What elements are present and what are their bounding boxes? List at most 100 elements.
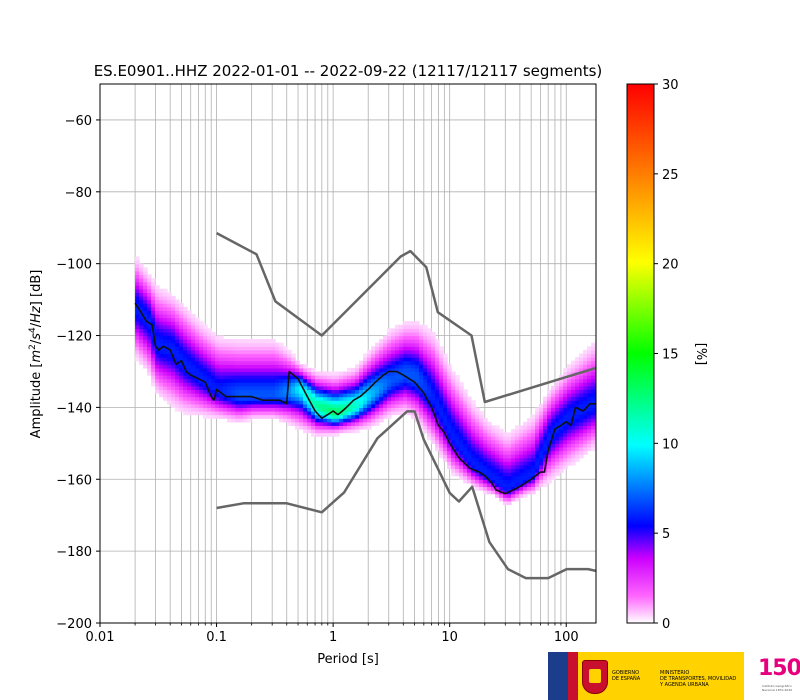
heatmap-cell bbox=[279, 407, 284, 412]
heatmap-cell bbox=[515, 446, 520, 452]
heatmap-cell bbox=[135, 331, 140, 337]
heatmap-cell bbox=[415, 328, 420, 333]
heatmap-cell bbox=[187, 342, 192, 347]
heatmap-cell bbox=[403, 378, 408, 383]
heatmap-cell bbox=[563, 461, 568, 466]
heatmap-cell bbox=[179, 403, 184, 408]
heatmap-cell bbox=[399, 367, 404, 373]
heatmap-cell bbox=[239, 382, 244, 387]
heatmap-cell bbox=[275, 360, 280, 365]
heatmap-cell bbox=[251, 367, 256, 373]
heatmap-cell bbox=[555, 443, 560, 448]
heatmap-cell bbox=[275, 382, 280, 387]
heatmap-cell bbox=[347, 371, 352, 376]
heatmap-cell bbox=[447, 382, 452, 387]
heatmap-cell bbox=[263, 385, 268, 391]
heatmap-cell bbox=[447, 364, 452, 369]
heatmap-cell bbox=[363, 396, 368, 401]
heatmap-cell bbox=[135, 353, 140, 358]
heatmap-cell bbox=[263, 353, 268, 358]
heatmap-cell bbox=[267, 346, 272, 351]
heatmap-cell bbox=[559, 410, 564, 416]
heatmap-cell bbox=[443, 450, 448, 455]
heatmap-cell bbox=[255, 400, 260, 405]
heatmap-cell bbox=[395, 353, 400, 358]
heatmap-cell bbox=[315, 393, 320, 398]
heatmap-cell bbox=[483, 475, 488, 480]
heatmap-cell bbox=[375, 342, 380, 347]
heatmap-cell bbox=[471, 472, 476, 477]
heatmap-cell bbox=[591, 428, 596, 434]
heatmap-cell bbox=[179, 360, 184, 365]
heatmap-cell bbox=[583, 439, 588, 444]
y-axis-label: Amplitude [m2/s4/Hz] [dB] bbox=[28, 270, 44, 439]
heatmap-cell bbox=[267, 367, 272, 373]
heatmap-cell bbox=[387, 328, 392, 333]
heatmap-cell bbox=[411, 339, 416, 344]
heatmap-cell bbox=[175, 346, 180, 351]
heatmap-cell bbox=[431, 421, 436, 426]
heatmap-cell bbox=[367, 410, 372, 416]
heatmap-cell bbox=[279, 346, 284, 351]
heatmap-cell bbox=[555, 457, 560, 462]
heatmap-cell bbox=[535, 425, 540, 430]
heatmap-cell bbox=[499, 497, 504, 502]
heatmap-cell bbox=[195, 378, 200, 383]
heatmap-cell bbox=[375, 421, 380, 426]
heatmap-cell bbox=[359, 418, 364, 423]
heatmap-cell bbox=[323, 407, 328, 412]
heatmap-cell bbox=[151, 324, 156, 329]
heatmap-cell bbox=[343, 400, 348, 405]
heatmap-cell bbox=[303, 396, 308, 401]
heatmap-cell bbox=[591, 349, 596, 355]
heatmap-cell bbox=[251, 371, 256, 376]
heatmap-cell bbox=[187, 382, 192, 387]
heatmap-cell bbox=[307, 367, 312, 373]
heatmap-cell bbox=[575, 428, 580, 434]
heatmap-cell bbox=[303, 425, 308, 430]
heatmap-cell bbox=[187, 321, 192, 326]
heatmap-cell bbox=[571, 407, 576, 412]
heatmap-cell bbox=[395, 342, 400, 347]
heatmap-cell bbox=[287, 396, 292, 401]
heatmap-cell bbox=[211, 382, 216, 387]
heatmap-cell bbox=[251, 393, 256, 398]
heatmap-cell bbox=[427, 385, 432, 391]
heatmap-cell bbox=[463, 472, 468, 477]
heatmap-cell bbox=[335, 400, 340, 405]
heatmap-cell bbox=[511, 439, 516, 444]
heatmap-cell bbox=[467, 432, 472, 437]
heatmap-cell bbox=[359, 367, 364, 373]
heatmap-cell bbox=[279, 378, 284, 383]
heatmap-cell bbox=[471, 428, 476, 434]
heatmap-cell bbox=[159, 342, 164, 347]
heatmap-cell bbox=[199, 389, 204, 394]
heatmap-cell bbox=[243, 353, 248, 358]
heatmap-cell bbox=[507, 482, 512, 488]
heatmap-cell bbox=[155, 310, 160, 315]
heatmap-cell bbox=[483, 490, 488, 495]
heatmap-cell bbox=[367, 364, 372, 369]
heatmap-cell bbox=[371, 364, 376, 369]
heatmap-cell bbox=[335, 418, 340, 423]
heatmap-cell bbox=[371, 407, 376, 412]
heatmap-cell bbox=[451, 403, 456, 408]
heatmap-cell bbox=[143, 310, 148, 315]
heatmap-cell bbox=[267, 357, 272, 362]
heatmap-cell bbox=[467, 436, 472, 441]
heatmap-cell bbox=[567, 378, 572, 383]
heatmap-cell bbox=[179, 378, 184, 383]
heatmap-cell bbox=[159, 321, 164, 326]
heatmap-cell bbox=[575, 364, 580, 369]
heatmap-cell bbox=[391, 342, 396, 347]
heatmap-cell bbox=[263, 400, 268, 405]
heatmap-cell bbox=[431, 349, 436, 355]
heatmap-cell bbox=[491, 461, 496, 466]
heatmap-cell bbox=[543, 443, 548, 448]
heatmap-cell bbox=[267, 407, 272, 412]
heatmap-cell bbox=[323, 382, 328, 387]
heatmap-cell bbox=[215, 357, 220, 362]
heatmap-cell bbox=[267, 382, 272, 387]
heatmap-cell bbox=[207, 403, 212, 408]
heatmap-cell bbox=[171, 339, 176, 344]
